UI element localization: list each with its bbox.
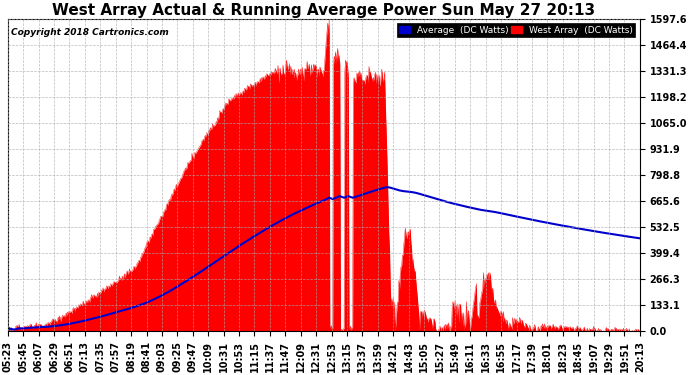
Text: Copyright 2018 Cartronics.com: Copyright 2018 Cartronics.com [11, 28, 168, 38]
Legend: Average  (DC Watts), West Array  (DC Watts): Average (DC Watts), West Array (DC Watts… [397, 24, 635, 37]
Title: West Array Actual & Running Average Power Sun May 27 20:13: West Array Actual & Running Average Powe… [52, 3, 595, 18]
